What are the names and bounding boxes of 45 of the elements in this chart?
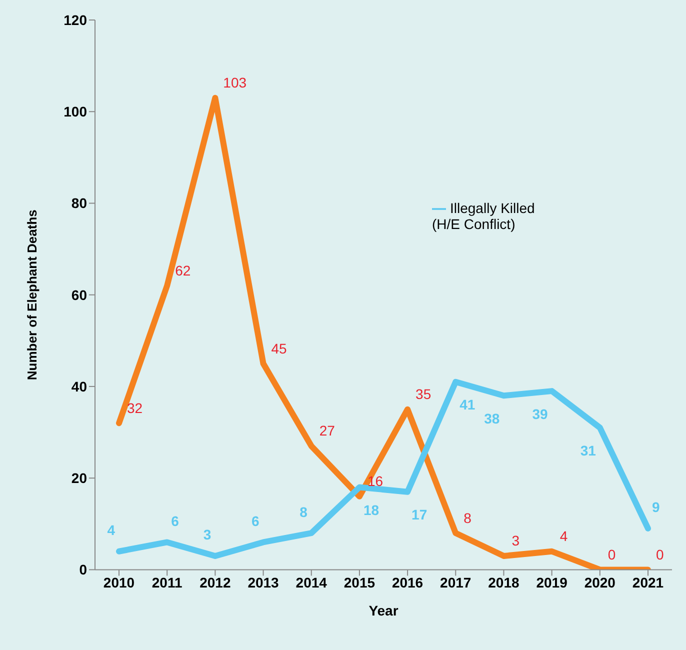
data-label: 35 [416, 386, 432, 402]
y-axis-title: Number of Elephant Deaths [24, 210, 40, 380]
data-label: 41 [460, 396, 476, 413]
data-label: 6 [251, 512, 260, 529]
data-label: 39 [532, 406, 548, 422]
x-tick-label: 2014 [296, 574, 328, 591]
x-tick-label: 2011 [152, 574, 182, 591]
y-tick-label: 60 [71, 286, 88, 303]
data-label: 27 [319, 422, 336, 439]
data-label: 8 [464, 510, 472, 526]
data-label: 0 [656, 546, 664, 562]
y-tick-label: 40 [71, 378, 88, 394]
data-label: 45 [271, 340, 288, 356]
y-tick-label: 0 [79, 562, 88, 578]
data-label: 3 [203, 526, 212, 543]
data-label: 38 [484, 410, 500, 426]
data-label: 4 [107, 522, 116, 538]
data-label: 3 [512, 532, 520, 549]
y-tick-label: 20 [71, 470, 88, 486]
data-label: 32 [127, 400, 143, 416]
y-tick-label: 120 [64, 12, 88, 28]
x-tick-label: 2017 [440, 574, 472, 591]
x-tick-label: 2013 [248, 574, 280, 591]
x-tick-label: 2015 [344, 574, 376, 591]
data-label: 8 [300, 504, 308, 520]
legend-label: Illegally Killed (H/E Conflict) [432, 200, 535, 232]
data-label: 18 [363, 502, 380, 518]
data-label: 9 [652, 499, 660, 516]
data-label: 17 [412, 506, 428, 523]
data-label: 103 [223, 74, 247, 91]
x-tick-label: 2021 [632, 574, 664, 591]
x-tick-label: 2018 [488, 574, 520, 591]
data-label: 6 [171, 512, 180, 529]
x-tick-label: 2016 [392, 574, 424, 591]
data-label: 4 [560, 528, 568, 544]
y-tick-label: 80 [71, 195, 88, 212]
x-tick-label: 2020 [584, 574, 616, 591]
x-tick-label: 2010 [103, 574, 135, 591]
x-tick-label: 2019 [536, 574, 568, 591]
x-axis-title: Year [368, 602, 399, 619]
x-tick-label: 2012 [200, 574, 231, 591]
data-label: 0 [608, 546, 616, 562]
data-label: 31 [580, 442, 596, 458]
y-tick-label: 100 [64, 104, 88, 120]
data-label: 62 [175, 262, 191, 278]
